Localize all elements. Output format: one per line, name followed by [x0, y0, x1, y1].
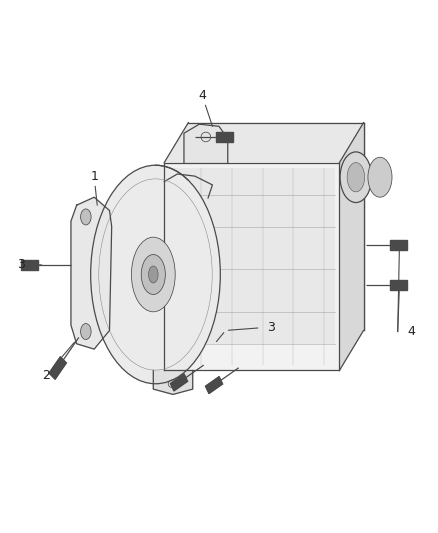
Ellipse shape — [340, 152, 371, 203]
Ellipse shape — [91, 165, 220, 384]
Polygon shape — [153, 370, 193, 394]
Polygon shape — [169, 195, 335, 227]
Ellipse shape — [81, 324, 91, 340]
Ellipse shape — [81, 209, 91, 225]
Polygon shape — [164, 123, 364, 163]
Polygon shape — [184, 124, 228, 163]
Text: 3: 3 — [267, 321, 275, 334]
Polygon shape — [49, 357, 67, 379]
Polygon shape — [169, 269, 335, 312]
Text: 4: 4 — [407, 325, 415, 338]
Polygon shape — [390, 240, 407, 250]
Polygon shape — [169, 227, 335, 269]
Polygon shape — [390, 280, 407, 290]
Polygon shape — [216, 132, 233, 142]
Ellipse shape — [368, 157, 392, 197]
Polygon shape — [205, 377, 223, 393]
Polygon shape — [21, 260, 38, 270]
Polygon shape — [169, 312, 335, 344]
Text: 4: 4 — [198, 90, 212, 126]
Polygon shape — [339, 123, 364, 370]
Ellipse shape — [141, 255, 165, 295]
Text: 1: 1 — [90, 171, 98, 205]
Text: 2: 2 — [42, 342, 74, 382]
Polygon shape — [169, 168, 335, 195]
Polygon shape — [170, 374, 187, 391]
Ellipse shape — [347, 163, 364, 192]
Ellipse shape — [148, 266, 158, 283]
Polygon shape — [71, 197, 112, 349]
Text: 3: 3 — [17, 259, 42, 271]
Polygon shape — [164, 163, 339, 370]
Ellipse shape — [131, 237, 175, 312]
